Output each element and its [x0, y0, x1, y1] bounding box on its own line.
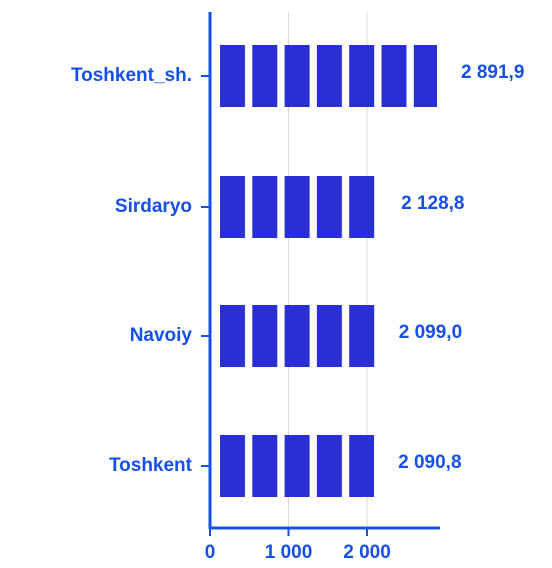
- y-tick-label: Navoiy: [130, 325, 193, 346]
- y-tick-label: Sirdaryo: [115, 196, 192, 217]
- x-tick-label: 0: [205, 542, 216, 563]
- y-tick-label: Toshkent: [109, 455, 193, 476]
- value-label: 2 099,0: [399, 322, 462, 343]
- bar: [220, 45, 438, 107]
- x-tick-label: 2 000: [343, 542, 391, 563]
- value-label: 2 128,8: [401, 193, 464, 214]
- value-label: 2 891,9: [461, 62, 524, 83]
- y-tick-label: Toshkent_sh.: [71, 65, 192, 86]
- value-label: 2 090,8: [398, 452, 461, 473]
- x-tick-label: 1 000: [265, 542, 313, 563]
- bar: [220, 176, 378, 238]
- bar: [220, 435, 375, 497]
- bar: [220, 305, 375, 367]
